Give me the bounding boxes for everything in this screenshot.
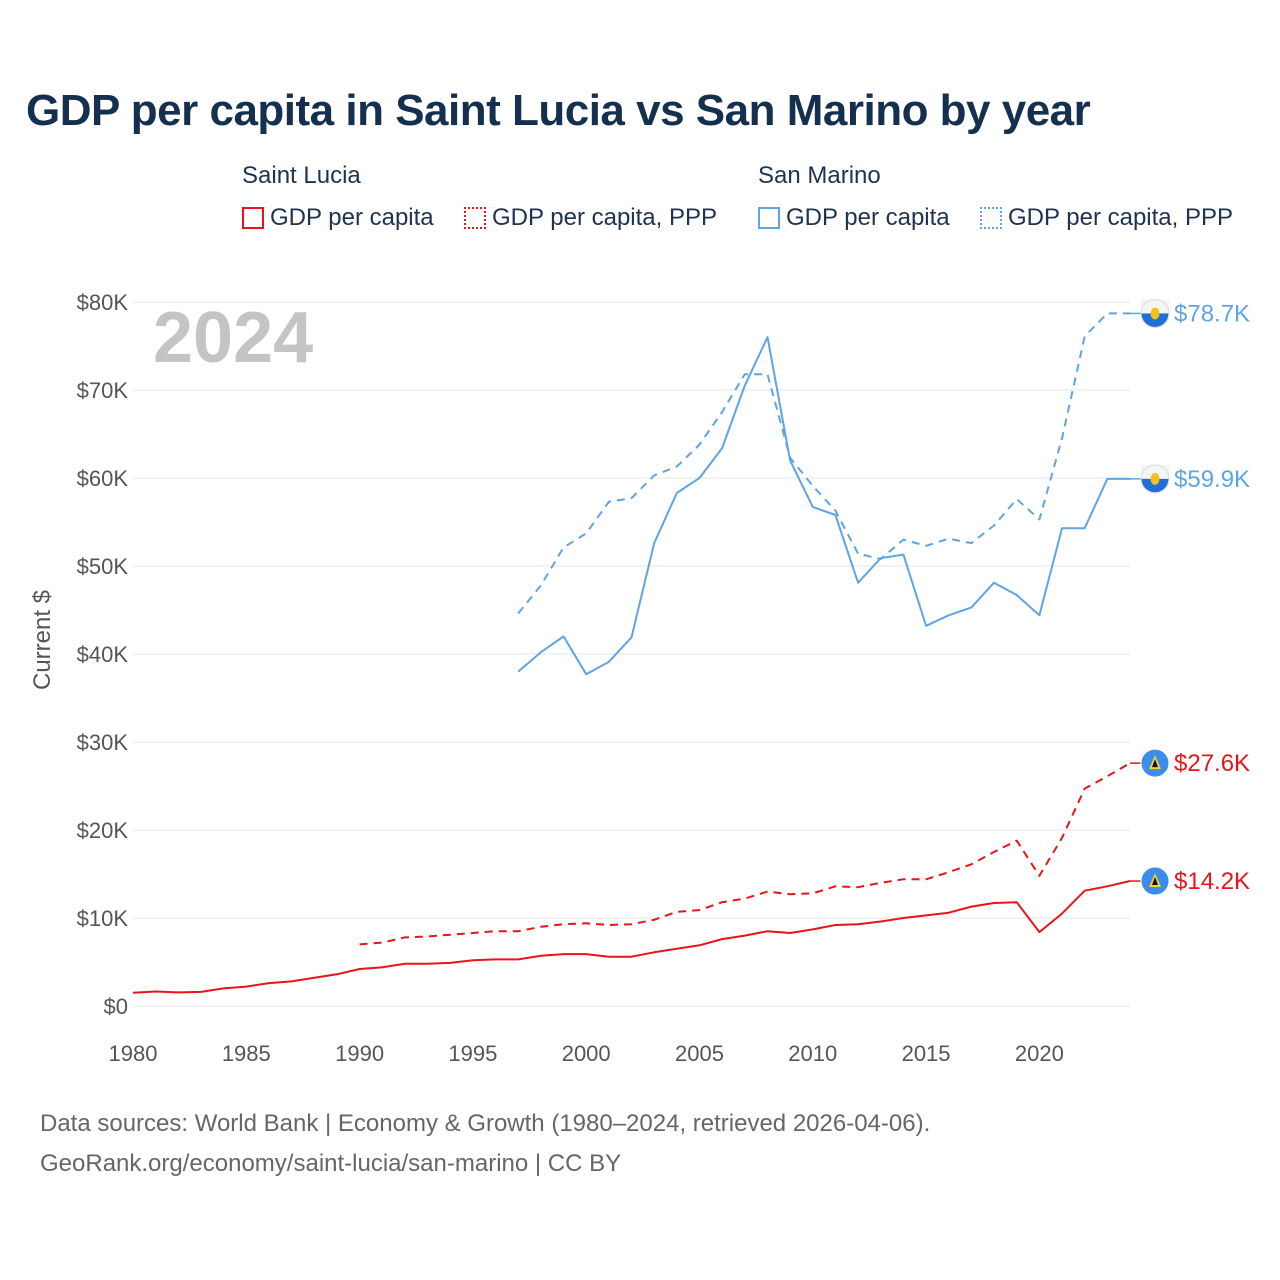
- flag-crest-icon: [1150, 307, 1160, 320]
- x-tick-label: 1985: [222, 1041, 271, 1066]
- series-line-saint-lucia-gdp-per-capita-ppp: [359, 762, 1131, 946]
- chart-title: GDP per capita in Saint Lucia vs San Mar…: [26, 86, 1091, 135]
- y-tick-label: $0: [104, 994, 128, 1019]
- legend-san-marino: San Marino GDP per capita GDP per capita…: [758, 162, 1258, 242]
- footer-sources: Data sources: World Bank | Economy & Gro…: [40, 1110, 931, 1137]
- series-lines: [132, 312, 1131, 994]
- y-tick-label: $50K: [77, 554, 129, 579]
- x-tick-label: 1995: [448, 1041, 497, 1066]
- end-value-label: $14.2K: [1174, 868, 1250, 895]
- legend-heading-san-marino: San Marino: [758, 162, 881, 189]
- end-value-label: $27.6K: [1174, 750, 1250, 777]
- x-tick-label: 1980: [109, 1041, 158, 1066]
- x-tick-label: 2020: [1015, 1041, 1064, 1066]
- legend-item-saint-lucia-ppp[interactable]: GDP per capita, PPP: [464, 204, 717, 232]
- legend-swatch-solid-blue: [758, 207, 780, 229]
- flag-crest-icon: [1150, 472, 1160, 485]
- footer-attribution[interactable]: GeoRank.org/economy/saint-lucia/san-mari…: [40, 1150, 622, 1177]
- legend-label-san-marino-ppp: GDP per capita, PPP: [1008, 204, 1233, 231]
- x-tick-label: 2005: [675, 1041, 724, 1066]
- flag-white-band-icon: [1141, 299, 1169, 314]
- legend-item-san-marino-gdp[interactable]: GDP per capita: [758, 204, 950, 232]
- y-axis-ticks: $0 $10K $20K $30K $40K $50K $60K $70K $80K: [77, 290, 129, 1019]
- y-tick-label: $80K: [77, 290, 129, 315]
- year-watermark: 2024: [153, 298, 313, 378]
- x-axis-ticks: 1980 1985 1990 1995 2000 2005 2010 2015 2020: [109, 1041, 1064, 1066]
- series-line-san-marino-gdp-per-capita: [517, 336, 1130, 676]
- x-tick-label: 2010: [788, 1041, 837, 1066]
- y-tick-label: $20K: [77, 818, 129, 843]
- end-value-label: $59.9K: [1174, 466, 1250, 493]
- y-tick-label: $30K: [77, 730, 129, 755]
- legend-saint-lucia: Saint Lucia GDP per capita GDP per capit…: [242, 162, 742, 242]
- y-tick-label: $70K: [77, 378, 129, 403]
- series-line-san-marino-gdp-per-capita-ppp: [517, 312, 1130, 615]
- legend-heading-saint-lucia: Saint Lucia: [242, 162, 361, 189]
- legend-swatch-dotted-blue: [980, 207, 1002, 229]
- legend-item-san-marino-ppp[interactable]: GDP per capita, PPP: [980, 204, 1233, 232]
- flag-inner-triangle-icon: [1152, 877, 1158, 886]
- flag-white-band-icon: [1141, 464, 1169, 479]
- y-tick-label: $10K: [77, 906, 129, 931]
- flag-outline-icon: [1140, 464, 1170, 494]
- legend-swatch-solid-red: [242, 207, 264, 229]
- legend-label-saint-lucia-ppp: GDP per capita, PPP: [492, 204, 717, 231]
- x-tick-label: 1990: [335, 1041, 384, 1066]
- y-tick-label: $60K: [77, 466, 129, 491]
- flag-inner-triangle-icon: [1152, 759, 1158, 768]
- end-markers: $14.2K $27.6K $59.9K $78.7K: [1130, 298, 1250, 896]
- flag-outline-icon: [1140, 298, 1170, 328]
- line-chart: $0$10K$20K$30K$40K$50K$60K$70K$80K 1980 1…: [29, 290, 1250, 1066]
- x-tick-label: 2015: [902, 1041, 951, 1066]
- end-value-label: $78.7K: [1174, 300, 1250, 327]
- x-tick-label: 2000: [562, 1041, 611, 1066]
- legend-label-saint-lucia-gdp: GDP per capita: [270, 204, 434, 231]
- gridlines: [133, 301, 1130, 1007]
- y-axis-label: Current $: [29, 590, 56, 690]
- legend-item-saint-lucia-gdp[interactable]: GDP per capita: [242, 204, 434, 232]
- series-line-saint-lucia-gdp-per-capita: [132, 880, 1131, 994]
- y-tick-label: $40K: [77, 642, 129, 667]
- legend-swatch-dotted-red: [464, 207, 486, 229]
- legend-label-san-marino-gdp: GDP per capita: [786, 204, 950, 231]
